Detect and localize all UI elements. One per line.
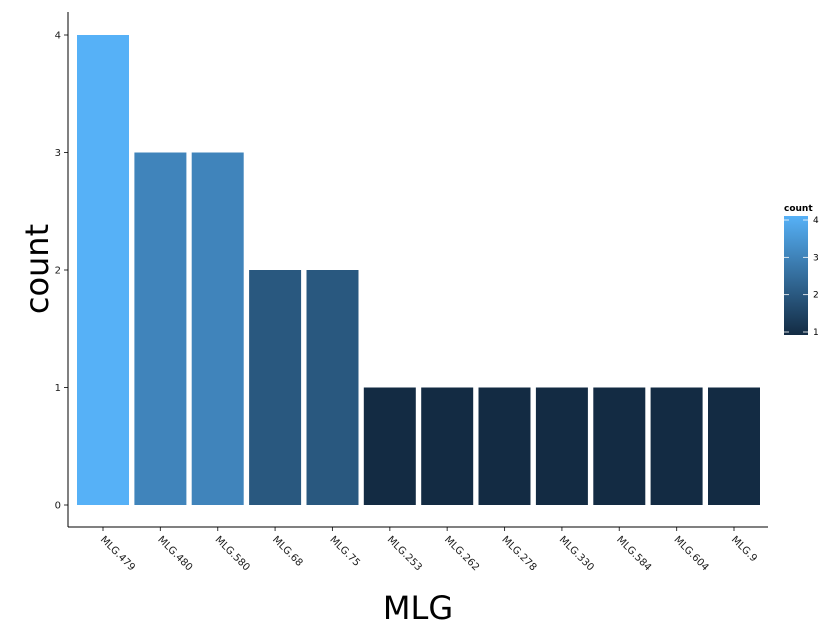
- legend-ticks: 1 2 3 4: [784, 216, 819, 338]
- bar-mlg-75: [306, 270, 359, 505]
- bar-mlg-604: [650, 387, 703, 505]
- x-tick-label: MLG.75: [327, 534, 362, 569]
- legend-title: count: [784, 204, 813, 214]
- x-tick-label: MLG.604: [672, 534, 711, 573]
- legend-colorbar: [784, 216, 808, 335]
- x-tick-label: MLG.253: [385, 534, 424, 573]
- y-tick-label: 0: [55, 501, 61, 512]
- bar-mlg-278: [478, 387, 531, 505]
- y-tick-label: 1: [55, 383, 61, 394]
- x-tick-label: MLG.262: [442, 534, 481, 573]
- bar-mlg-68: [249, 270, 302, 505]
- bar-mlg-9: [708, 387, 760, 505]
- y-tick-label: 4: [55, 31, 61, 42]
- x-tick-label: MLG.480: [155, 534, 194, 573]
- legend-tick-label: 4: [813, 216, 819, 226]
- legend-tick-label: 1: [813, 328, 819, 338]
- x-tick-label: MLG.330: [557, 534, 596, 573]
- y-axis-ticks: 0 1 2 3 4: [55, 31, 68, 512]
- y-tick-label: 3: [55, 148, 61, 159]
- x-tick-label: MLG.584: [614, 534, 653, 573]
- y-tick-label: 2: [55, 266, 61, 277]
- bar-mlg-480: [134, 152, 187, 505]
- legend: count 1 2 3 4: [784, 204, 819, 338]
- y-axis-title: count: [18, 224, 56, 314]
- x-axis-title: MLG: [383, 589, 453, 621]
- x-axis-ticks: MLG.479 MLG.480 MLG.580 MLG.68 MLG.75 MLG.253…: [98, 527, 759, 573]
- bar-mlg-479: [77, 35, 129, 505]
- bar-mlg-253: [363, 387, 416, 505]
- legend-tick-label: 3: [813, 253, 819, 263]
- bar-mlg-262: [421, 387, 474, 505]
- legend-tick-label: 2: [813, 291, 819, 301]
- bar-series: [77, 35, 760, 505]
- bar-mlg-580: [191, 152, 244, 505]
- bar-mlg-330: [535, 387, 588, 505]
- x-tick-label: MLG.278: [499, 534, 538, 573]
- bar-mlg-584: [593, 387, 646, 505]
- x-tick-label: MLG.68: [270, 534, 305, 569]
- x-tick-label: MLG.9: [729, 534, 759, 564]
- x-tick-label: MLG.479: [98, 534, 137, 573]
- x-tick-label: MLG.580: [213, 534, 252, 573]
